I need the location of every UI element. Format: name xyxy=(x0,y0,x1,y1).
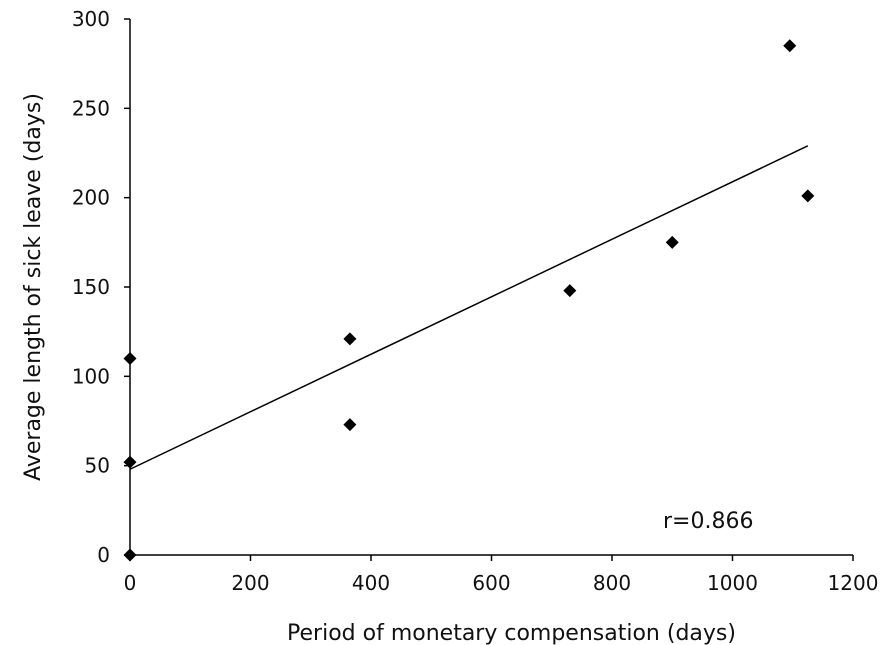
data-point-0 xyxy=(123,548,137,562)
trendline xyxy=(129,145,809,470)
y-ticks: 0 50 100 150 200 250 300 xyxy=(72,7,130,567)
data-point-7 xyxy=(783,39,797,53)
y-tick-label: 100 xyxy=(72,364,110,388)
x-tick-label: 0 xyxy=(124,571,137,595)
x-tick-label: 1000 xyxy=(707,571,758,595)
correlation-annotation: r=0.866 xyxy=(663,509,753,534)
data-points xyxy=(123,39,815,562)
x-tick-label: 1200 xyxy=(828,571,879,595)
data-point-2 xyxy=(123,351,137,365)
y-tick-label: 250 xyxy=(72,96,110,120)
y-axis-title: Average length of sick leave (days) xyxy=(21,93,46,481)
data-point-5 xyxy=(563,284,577,298)
data-point-6 xyxy=(665,235,679,249)
data-point-4 xyxy=(343,332,357,346)
x-ticks: 0 200 400 600 800 1000 1200 xyxy=(124,555,879,595)
y-tick-label: 50 xyxy=(85,454,110,478)
x-tick-label: 400 xyxy=(352,571,390,595)
y-tick-label: 0 xyxy=(97,543,110,567)
x-tick-label: 200 xyxy=(231,571,269,595)
y-tick-label: 150 xyxy=(72,275,110,299)
data-point-1 xyxy=(123,455,137,469)
data-point-3 xyxy=(343,418,357,432)
data-point-8 xyxy=(801,189,815,203)
x-tick-label: 600 xyxy=(472,571,510,595)
plot-area: 0 200 400 600 800 1000 1200 0 50 100 150 200 250 300 xyxy=(72,7,879,595)
x-tick-label: 800 xyxy=(593,571,631,595)
x-axis-title: Period of monetary compensation (days) xyxy=(287,621,736,645)
y-tick-label: 300 xyxy=(72,7,110,31)
y-tick-label: 200 xyxy=(72,186,110,210)
